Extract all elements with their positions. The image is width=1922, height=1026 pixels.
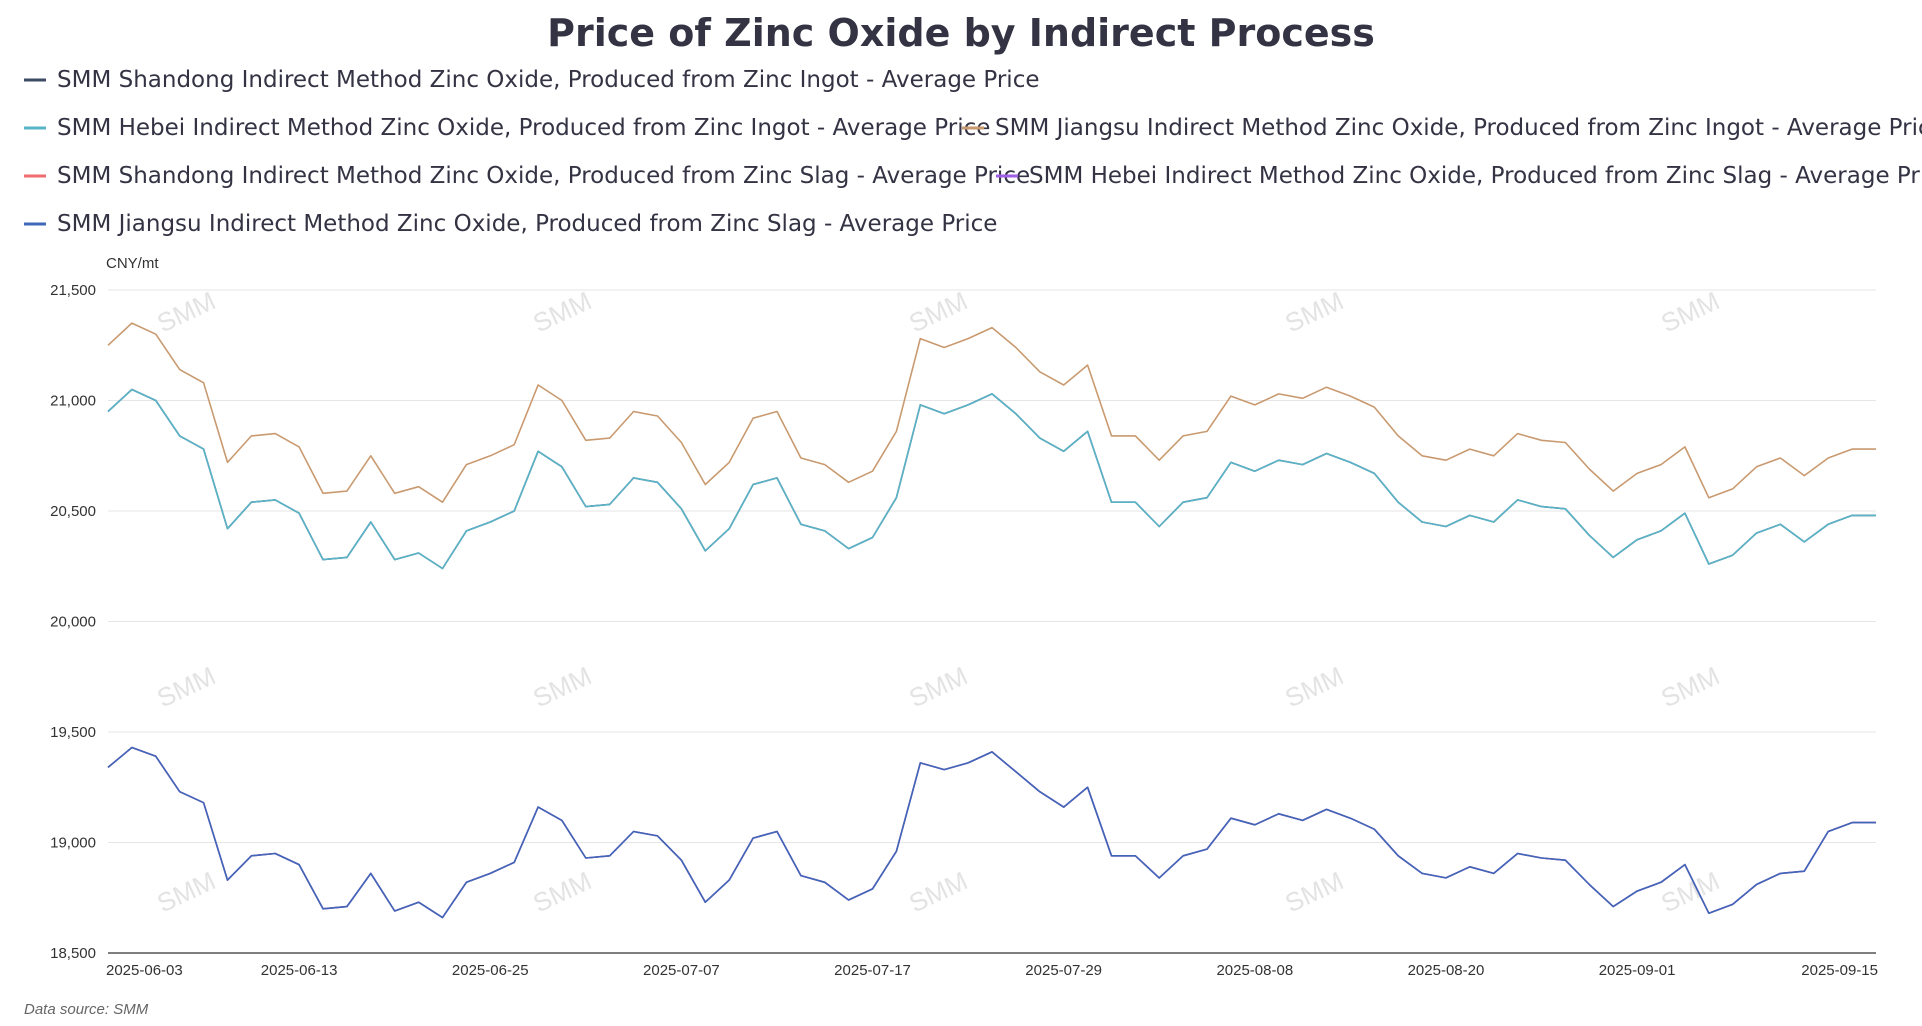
legend-label: SMM Hebei Indirect Method Zinc Oxide, Pr…	[57, 115, 990, 141]
x-tick-label: 2025-08-08	[1216, 962, 1293, 979]
watermark: SMM	[528, 865, 596, 918]
watermark: SMM	[1656, 285, 1724, 338]
y-tick-label: 21,500	[50, 282, 96, 299]
x-tick-label: 2025-06-03	[106, 962, 183, 979]
series-line-1[interactable]	[107, 388, 1876, 570]
y-tick-label: 20,000	[50, 614, 96, 631]
series-line-2[interactable]	[107, 388, 1876, 570]
legend-item[interactable]: SMM Jiangsu Indirect Method Zinc Oxide, …	[962, 115, 1922, 141]
legend-item[interactable]: SMM Hebei Indirect Method Zinc Oxide, Pr…	[24, 115, 990, 141]
legend-label: SMM Jiangsu Indirect Method Zinc Oxide, …	[57, 211, 997, 237]
legend-item[interactable]: SMM Shandong Indirect Method Zinc Oxide,…	[24, 67, 1040, 93]
y-axis: 18,500 19,000 19,500 20,000 20,500 21,000 21,5…	[50, 282, 96, 962]
y-axis-unit-label: CNY/mt	[106, 255, 159, 272]
x-tick-label: 2025-06-13	[261, 962, 338, 979]
series-line-6[interactable]	[107, 746, 1876, 919]
watermark: SMM	[1280, 660, 1348, 713]
legend-label: SMM Jiangsu Indirect Method Zinc Oxide, …	[995, 115, 1922, 141]
gridlines	[108, 289, 1876, 954]
legend-item[interactable]: SMM Jiangsu Indirect Method Zinc Oxide, …	[24, 211, 997, 237]
watermark: SMM	[904, 660, 972, 713]
y-tick-label: 19,000	[50, 835, 96, 852]
watermark: SMM	[152, 865, 220, 918]
series-line-4[interactable]	[107, 746, 1876, 919]
legend-item[interactable]: SMM Shandong Indirect Method Zinc Oxide,…	[24, 163, 1030, 189]
x-axis: 2025-06-03 2025-06-13 2025-06-25 2025-07-07…	[106, 962, 1878, 979]
watermark: SMM	[904, 865, 972, 918]
watermark: SMM	[1656, 865, 1724, 918]
x-tick-label: 2025-09-01	[1599, 962, 1676, 979]
watermark: SMM	[152, 660, 220, 713]
series-line-3[interactable]	[107, 322, 1876, 503]
legend-item[interactable]: SMM Hebei Indirect Method Zinc Oxide, Pr…	[996, 163, 1922, 189]
y-tick-label: 19,500	[50, 724, 96, 741]
watermark: SMM	[528, 660, 596, 713]
watermark: SMM	[1280, 285, 1348, 338]
x-tick-label: 2025-07-29	[1025, 962, 1102, 979]
series-line-5[interactable]	[107, 746, 1876, 919]
legend[interactable]: SMM Shandong Indirect Method Zinc Oxide,…	[24, 67, 1922, 237]
x-tick-label: 2025-07-07	[643, 962, 720, 979]
watermark: SMM	[1280, 865, 1348, 918]
watermark: SMM	[904, 285, 972, 338]
x-tick-label: 2025-06-25	[452, 962, 529, 979]
y-tick-label: 18,500	[50, 945, 96, 962]
chart-title: Price of Zinc Oxide by Indirect Process	[547, 11, 1375, 55]
y-tick-label: 20,500	[50, 503, 96, 520]
series-layer	[107, 322, 1876, 919]
data-source-note: Data source: SMM	[24, 1001, 149, 1018]
x-tick-label: 2025-09-15	[1801, 962, 1878, 979]
x-tick-label: 2025-07-17	[834, 962, 911, 979]
watermark-layer: SMM SMM SMM SMM SMM SMM SMM SMM SMM SMM SMM SMM SMM S…	[152, 285, 1724, 918]
watermark: SMM	[528, 285, 596, 338]
watermark: SMM	[152, 285, 220, 338]
x-tick-label: 2025-08-20	[1408, 962, 1485, 979]
legend-label: SMM Shandong Indirect Method Zinc Oxide,…	[57, 163, 1030, 189]
y-tick-label: 21,000	[50, 393, 96, 410]
legend-label: SMM Hebei Indirect Method Zinc Oxide, Pr…	[1029, 163, 1922, 189]
legend-label: SMM Shandong Indirect Method Zinc Oxide,…	[57, 67, 1040, 93]
watermark: SMM	[1656, 660, 1724, 713]
